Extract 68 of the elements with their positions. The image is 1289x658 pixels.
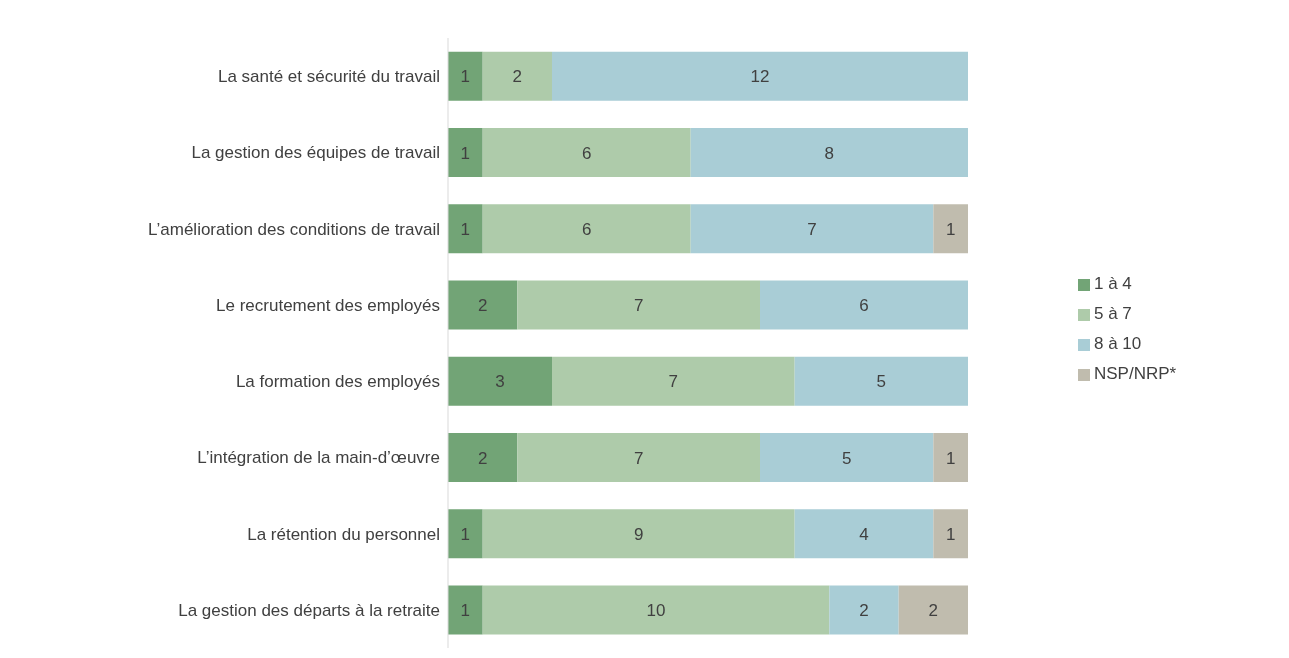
data-label: 7 (807, 219, 817, 239)
data-label: 1 (460, 143, 471, 163)
bar (829, 585, 899, 635)
bar (482, 204, 691, 254)
y-tick-label: L’intégration de la main-d’œuvre (197, 448, 440, 468)
bar (448, 280, 518, 330)
data-label: 2 (859, 601, 869, 621)
bar (517, 432, 760, 482)
y-tick-label: L’amélioration des conditions de travail (147, 219, 440, 239)
y-tick-label: La formation des employés (235, 372, 440, 392)
bar (448, 127, 483, 177)
bar (933, 204, 968, 254)
data-label: 6 (581, 219, 592, 239)
data-label: 6 (581, 143, 592, 163)
bar (448, 51, 483, 101)
bar (898, 585, 968, 635)
legend-label: 8 à 10 (1094, 334, 1142, 353)
data-label: 2 (512, 67, 523, 87)
data-label: 2 (477, 448, 488, 468)
legend-label: NSP/NRP* (1094, 364, 1177, 383)
data-label: 5 (841, 448, 852, 468)
bar (794, 509, 934, 559)
bar (933, 432, 968, 482)
bar (760, 280, 968, 330)
data-label: 1 (945, 448, 956, 468)
data-label: 7 (668, 372, 679, 392)
bar (552, 51, 968, 101)
data-label: 1 (460, 524, 471, 544)
data-label: 1 (460, 67, 471, 87)
bar (448, 356, 552, 406)
y-tick-label: La santé et sécurité du travail (217, 67, 440, 87)
data-label: 1 (460, 601, 471, 621)
bar (448, 432, 518, 482)
bar (517, 280, 760, 330)
y-tick-label: La gestion des équipes de travail (191, 143, 440, 163)
legend-label: 1 à 4 (1094, 274, 1132, 293)
bar (448, 204, 483, 254)
bar (760, 432, 934, 482)
bar (690, 204, 934, 254)
data-label: 2 (928, 601, 939, 621)
bar (448, 509, 483, 559)
data-label: 12 (750, 67, 770, 87)
data-label: 1 (460, 219, 471, 239)
bar (482, 51, 552, 101)
legend-label: 5 à 7 (1094, 304, 1132, 323)
y-tick-label: Le recrutement des employés (216, 295, 440, 315)
data-label: 9 (633, 524, 644, 544)
data-label: 7 (633, 296, 644, 316)
y-tick-label: La rétention du personnel (247, 524, 440, 544)
data-label: 7 (633, 448, 644, 468)
data-label: 1 (945, 524, 956, 544)
data-label: 2 (477, 296, 488, 316)
bar (482, 585, 830, 635)
data-label: 8 (824, 143, 835, 163)
data-label: 5 (876, 372, 887, 392)
data-label: 6 (859, 296, 869, 316)
bar (794, 356, 968, 406)
bar (482, 509, 795, 559)
bar (933, 509, 968, 559)
y-tick-label: La gestion des départs à la retraite (178, 600, 440, 620)
bar (448, 585, 483, 635)
data-label: 1 (945, 219, 956, 239)
data-label: 3 (495, 372, 505, 392)
bar (552, 356, 795, 406)
bar (690, 127, 968, 177)
bar (482, 127, 691, 177)
data-label: 10 (646, 601, 666, 621)
data-label: 4 (859, 524, 869, 544)
